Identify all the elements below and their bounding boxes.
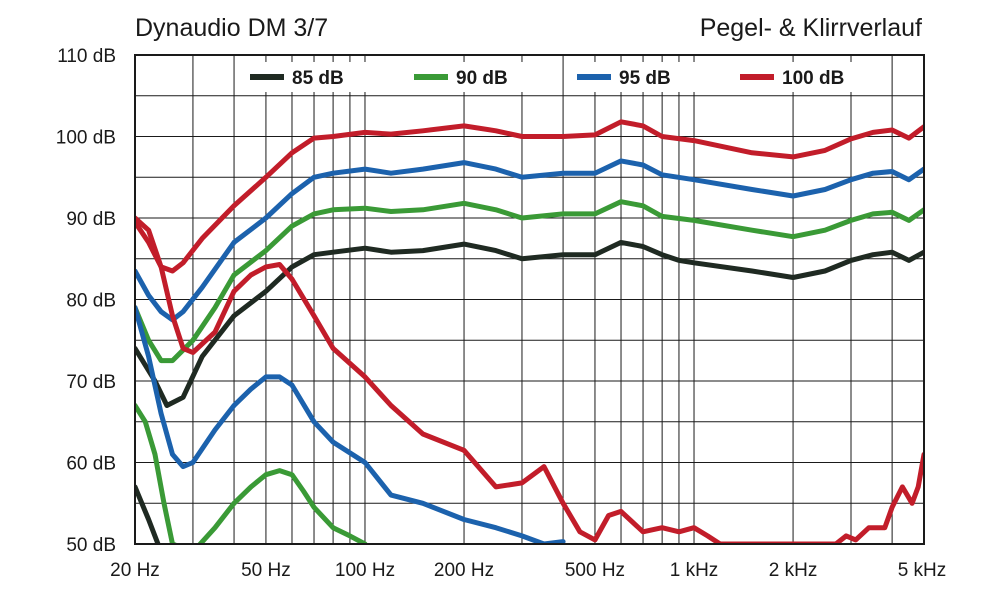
- curves: [135, 119, 924, 544]
- series-100db-distortion-line: [135, 215, 924, 544]
- y-tick-label: 50 dB: [66, 535, 116, 556]
- series-90db-distortion-line: [135, 403, 368, 544]
- x-tick-label: 500 Hz: [565, 560, 625, 581]
- y-tick-label: 100 dB: [56, 128, 116, 149]
- y-tick-label: 70 dB: [66, 372, 116, 393]
- x-tick-label: 20 Hz: [110, 560, 160, 581]
- legend-label: 95 dB: [619, 68, 671, 89]
- tick-labels: 50 dB 60 dB 70 dB 80 dB 90 dB 100 dB 110 dB 20 …: [56, 46, 947, 581]
- y-tick-label: 80 dB: [66, 291, 116, 312]
- legend: 85 dB 90 dB 95 dB 100 dB: [244, 62, 858, 92]
- series-95db-distortion-line: [135, 305, 566, 544]
- series-85db-distortion-line: [135, 484, 161, 544]
- y-tick-label: 110 dB: [57, 46, 116, 67]
- x-tick-label: 1 kHz: [670, 560, 719, 581]
- legend-label: 100 dB: [782, 68, 844, 89]
- series-95db-level-line: [135, 158, 924, 323]
- series-100db-level-line: [135, 119, 924, 274]
- x-tick-label: 2 kHz: [769, 560, 818, 581]
- chart-title: Dynaudio DM 3/7: [135, 14, 329, 42]
- x-tick-label: 5 kHz: [898, 560, 947, 581]
- y-tick-label: 90 dB: [66, 209, 116, 230]
- legend-label: 90 dB: [456, 68, 508, 89]
- series-85db-level-line: [135, 239, 924, 408]
- plot-border: [134, 54, 925, 545]
- chart-subtitle: Pegel- & Klirrverlauf: [699, 14, 922, 42]
- legend-label: 85 dB: [292, 68, 344, 89]
- x-tick-label: 100 Hz: [335, 560, 395, 581]
- plot-frame: [134, 54, 925, 545]
- x-tick-label: 200 Hz: [434, 560, 494, 581]
- series-90db-level-line: [135, 199, 924, 364]
- y-tick-label: 60 dB: [66, 454, 116, 475]
- x-tick-label: 50 Hz: [241, 560, 291, 581]
